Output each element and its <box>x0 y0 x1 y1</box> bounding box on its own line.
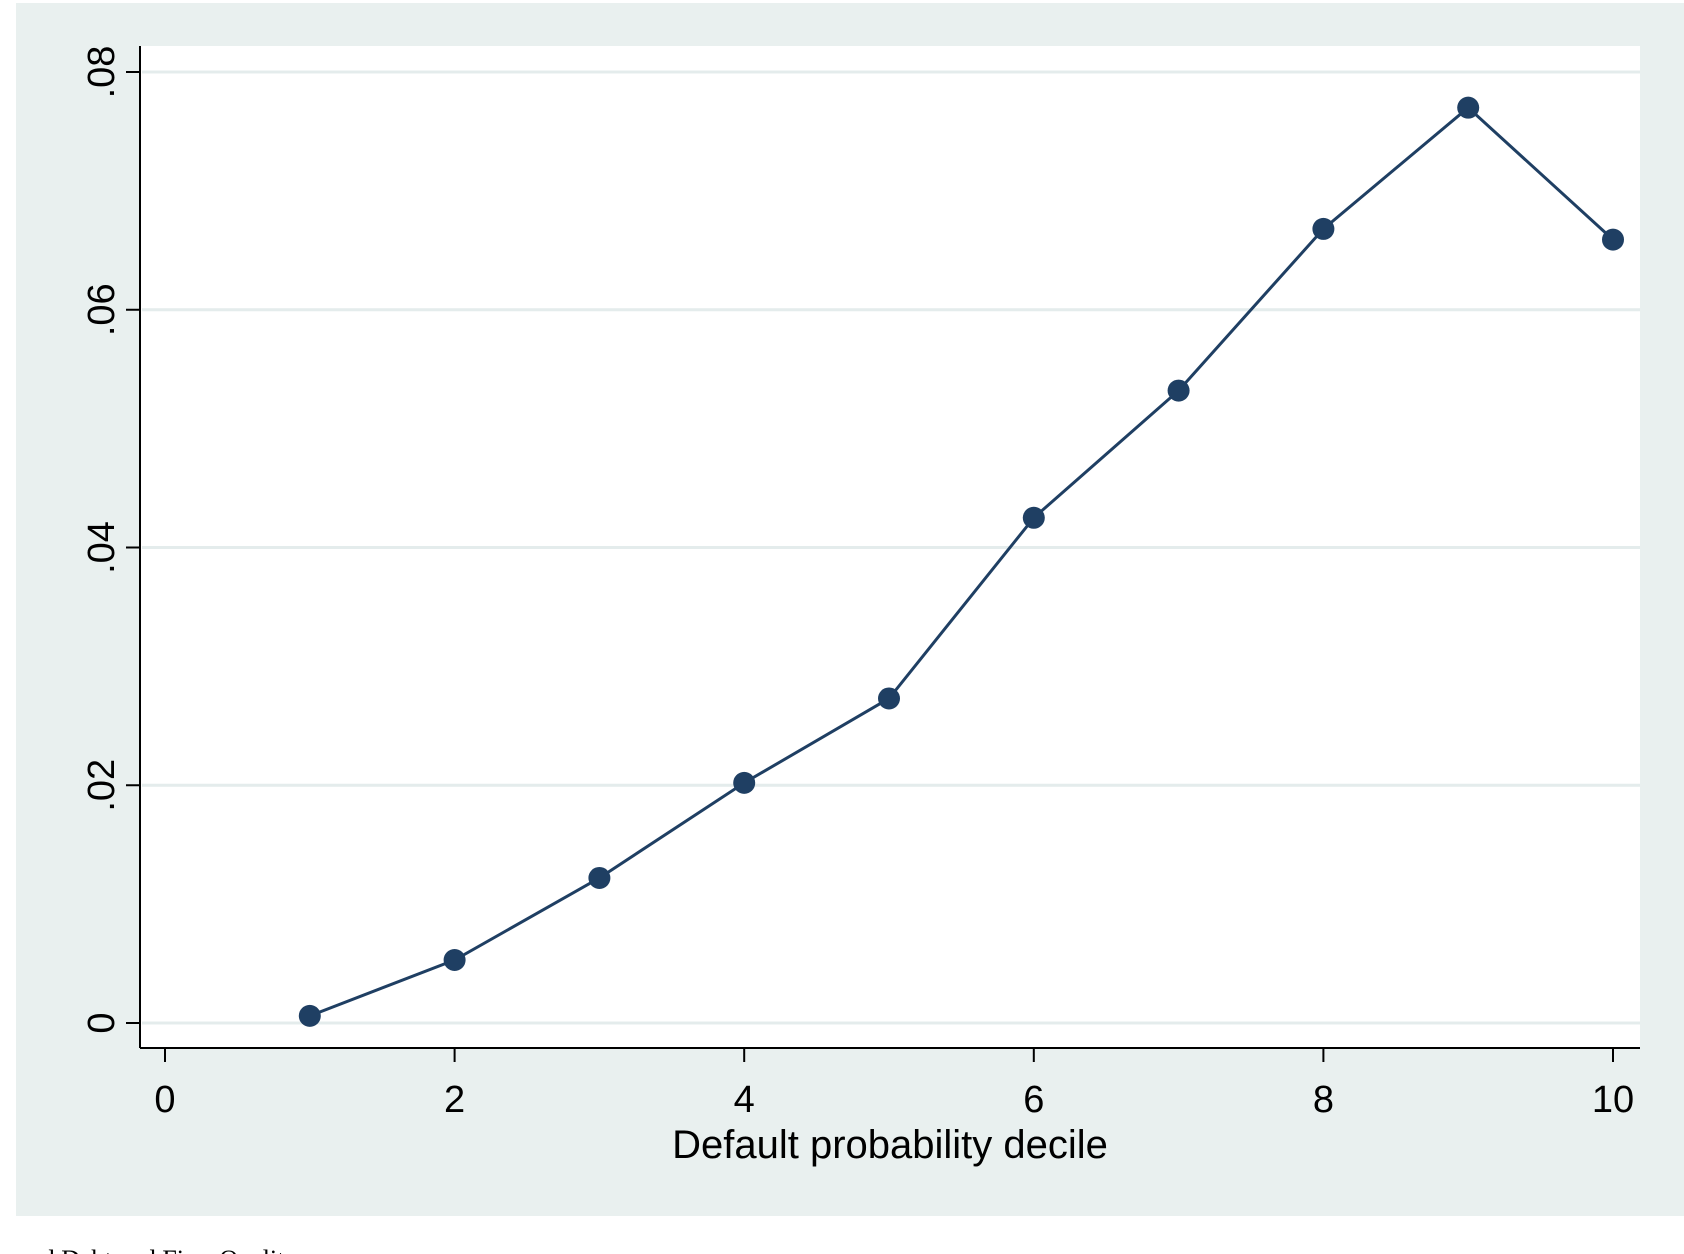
x-tick-label: 4 <box>734 1079 755 1121</box>
y-tick-label: .02 <box>81 759 123 812</box>
data-point <box>588 866 611 889</box>
data-point <box>878 687 900 710</box>
data-point <box>1602 228 1624 251</box>
data-point <box>1457 96 1480 119</box>
data-point <box>1312 217 1335 240</box>
y-axis-ticks: 0 .02 .04 .06 .08 <box>81 46 140 1034</box>
x-tick-label: 0 <box>154 1079 175 1121</box>
figure-caption: cured Debt and Firm Quality <box>0 1245 297 1254</box>
y-tick-label: .06 <box>81 283 123 336</box>
x-tick-label: 10 <box>1592 1079 1634 1121</box>
x-axis-ticks: 0 2 4 6 8 10 <box>154 1048 1634 1121</box>
data-point <box>1022 506 1045 529</box>
x-tick-label: 2 <box>444 1079 465 1121</box>
series-layer <box>298 96 1624 1027</box>
y-tick-label: .08 <box>81 46 123 99</box>
data-point <box>298 1004 321 1027</box>
series-line <box>309 105 1615 1018</box>
data-point <box>733 771 756 794</box>
data-point <box>443 948 466 971</box>
y-tick-label: .04 <box>81 521 123 574</box>
x-tick-label: 8 <box>1313 1079 1334 1121</box>
x-axis-title: Default probability decile <box>672 1123 1108 1167</box>
y-tick-label: 0 <box>81 1012 123 1033</box>
x-tick-label: 6 <box>1023 1079 1044 1121</box>
gridlines <box>142 70 1640 1025</box>
data-point <box>1167 379 1190 402</box>
